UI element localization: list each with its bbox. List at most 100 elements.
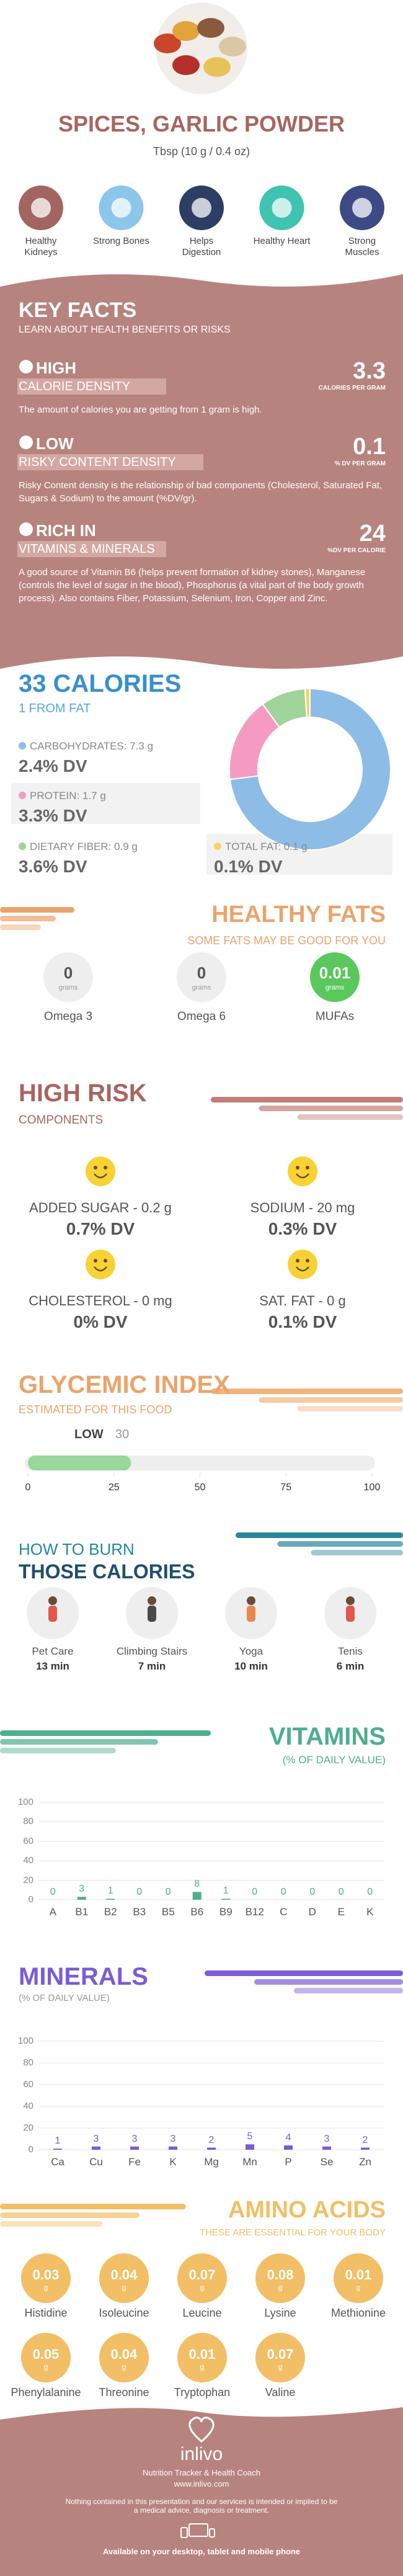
bar <box>169 2146 177 2150</box>
decor-stripe <box>0 2204 186 2209</box>
amino-value: 0.07 <box>188 2267 216 2283</box>
activity-figure-body <box>148 1606 156 1622</box>
amino-circle <box>334 2253 383 2303</box>
x-tick-label: A <box>49 1906 56 1918</box>
value-label: 3 <box>324 2133 330 2144</box>
activity-name: Climbing Stairs <box>116 1645 188 1657</box>
risk-dv: 0.1% DV <box>268 1312 337 1331</box>
activity-figure-body <box>247 1606 255 1622</box>
amino-value: 0.05 <box>32 2346 60 2362</box>
activity-time: 7 min <box>138 1660 166 1672</box>
amino-unit: g <box>278 2363 283 2371</box>
decor-stripe <box>0 2212 140 2218</box>
amino-name: Threonine <box>99 2386 149 2399</box>
amino-unit: g <box>43 2363 48 2371</box>
bar <box>53 2149 62 2150</box>
bar <box>192 1892 202 1900</box>
row-background <box>11 783 200 824</box>
section-title: HEALTHY FATS <box>211 901 386 928</box>
x-tick-label: C <box>280 1906 288 1918</box>
smiley-eye <box>296 1166 299 1169</box>
smiley <box>86 1250 115 1279</box>
title: SPICES, GARLIC POWDER <box>58 111 345 136</box>
decor-stripe <box>0 907 74 913</box>
url: www.inlivo.com <box>174 2479 229 2489</box>
bar <box>130 2146 139 2150</box>
fact-unit: CALORIES PER GRAM <box>318 385 386 391</box>
amino-name: Histidine <box>24 2307 68 2319</box>
fat-circle <box>177 952 226 1002</box>
fact-text: Risky Content density is the relationshi… <box>19 480 383 504</box>
value-label: 8 <box>194 1879 200 1890</box>
value-label: 3 <box>79 1884 85 1895</box>
section-title: HIGH RISK <box>19 1080 147 1107</box>
bar <box>77 1897 86 1900</box>
fact-value: 0.1 <box>353 434 386 460</box>
value-label: 1 <box>107 1885 113 1897</box>
amino-value: 0.03 <box>32 2267 60 2283</box>
section-subtitle: THOSE CALORIES <box>19 1560 195 1583</box>
spice <box>172 55 200 75</box>
y-tick-label: 0 <box>28 1894 33 1905</box>
spice <box>197 18 224 38</box>
fat-name: Omega 3 <box>43 1010 93 1023</box>
smiley-eye <box>306 1166 309 1169</box>
key-facts-background <box>0 274 403 669</box>
donut-slice <box>229 687 391 851</box>
y-tick-label: 60 <box>23 1835 33 1846</box>
decor-stripe <box>311 1550 403 1555</box>
fact-label: RISKY CONTENT DENSITY <box>19 455 176 469</box>
section-title: MINERALS <box>19 1963 148 1990</box>
amino-value: 0.04 <box>110 2267 138 2283</box>
fact-label: CALORIE DENSITY <box>19 380 131 393</box>
fact-level: HIGH <box>36 359 76 377</box>
decor-stripe <box>0 1748 116 1753</box>
section-title: KEY FACTS <box>19 298 137 322</box>
section-subtitle: (% OF DAILY VALUE) <box>19 1993 110 2003</box>
activity-time: 6 min <box>336 1660 365 1672</box>
y-tick-label: 100 <box>17 2036 33 2046</box>
amino-unit: g <box>122 2363 126 2371</box>
decor-stripe <box>0 924 41 930</box>
decor-stripe <box>254 1979 403 1985</box>
activity-figure-head <box>247 1596 255 1605</box>
activity-time: 13 min <box>36 1660 69 1672</box>
smiley-eye <box>94 1166 97 1169</box>
section-subtitle: THESE ARE ESSENTIAL FOR YOUR BODY <box>199 2227 386 2238</box>
legend-dot <box>214 843 221 850</box>
risk-label: SAT. FAT - 0 g <box>259 1293 346 1308</box>
x-tick-label: 50 <box>194 1482 206 1493</box>
decor-stripe <box>0 916 56 921</box>
y-tick-label: 80 <box>23 1816 33 1827</box>
bar <box>221 1898 231 1900</box>
brand: inlivo <box>180 2444 223 2464</box>
smiley-eye <box>104 1166 107 1169</box>
gauge-label: LOW <box>74 1428 104 1441</box>
amino-name: Leucine <box>182 2307 222 2319</box>
fact-label-highlight <box>17 541 166 557</box>
x-tick-label: B2 <box>104 1906 117 1918</box>
nutrient-dv: 3.6% DV <box>19 857 87 876</box>
fat-name: Omega 6 <box>177 1010 226 1023</box>
x-tick-label: B5 <box>161 1906 175 1918</box>
y-tick-label: 80 <box>23 2057 33 2068</box>
value-label: 0 <box>367 1887 373 1897</box>
x-tick-label: Se <box>320 2156 334 2168</box>
amino-circle <box>255 2253 305 2303</box>
value-label: 0 <box>136 1887 143 1897</box>
amino-value: 0.07 <box>267 2346 294 2362</box>
nutrient-label: PROTEIN: 1.7 g <box>30 790 106 802</box>
decor-stripe <box>297 1406 403 1411</box>
fact-label-highlight <box>17 454 203 470</box>
amino-circle <box>177 2253 227 2303</box>
smiley-mouth <box>296 1266 309 1272</box>
bar <box>246 2144 254 2150</box>
disclaimer: Nothing contained in this presentation a… <box>65 2497 338 2515</box>
decor-stripe <box>236 1532 403 1538</box>
value-label: 0 <box>252 1887 258 1897</box>
decor-stripe <box>294 1988 403 1993</box>
calories-title: 33 CALORIES <box>19 670 182 697</box>
x-tick-label: Fe <box>128 2156 141 2168</box>
value-label: 0 <box>338 1887 344 1897</box>
